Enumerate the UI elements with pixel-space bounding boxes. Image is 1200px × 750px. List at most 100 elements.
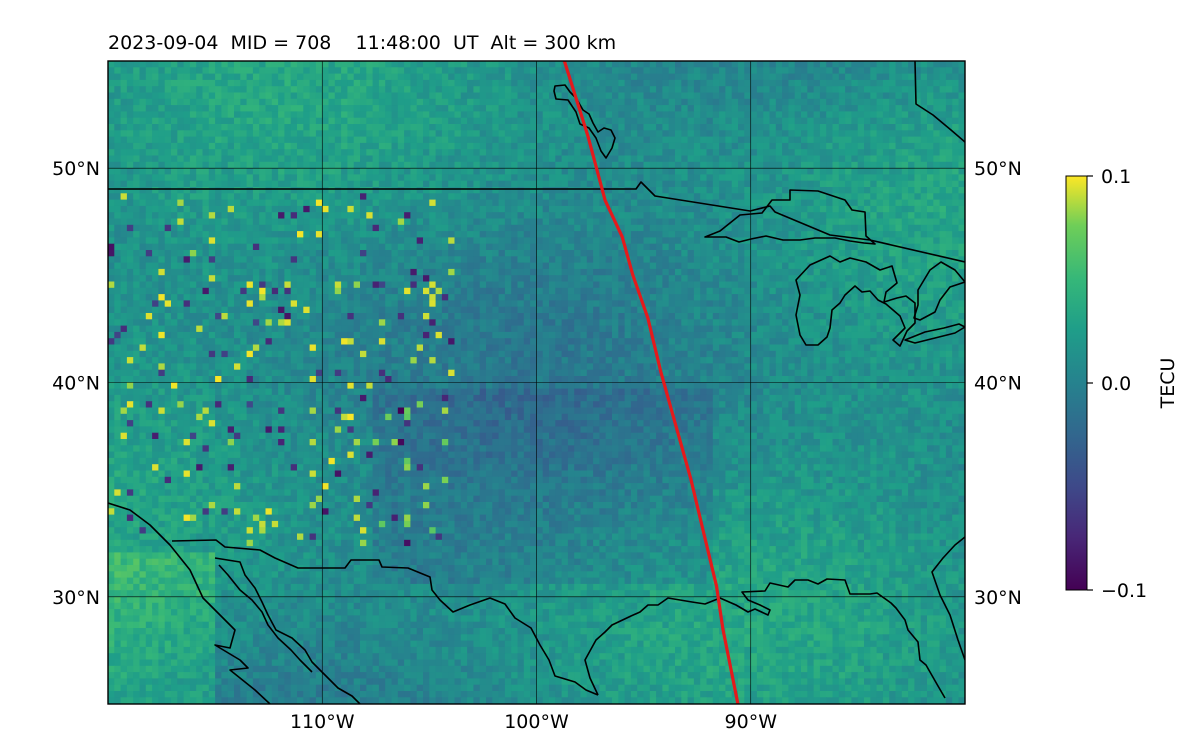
heatmap-cell: [108, 79, 115, 87]
heatmap-cell: [700, 92, 707, 100]
heatmap-cell: [423, 155, 430, 163]
heatmap-cell: [126, 275, 134, 282]
heatmap-cell: [536, 256, 544, 263]
heatmap-cell: [693, 174, 701, 182]
heatmap-cell: [303, 149, 310, 156]
heatmap-cell: [177, 136, 184, 144]
heatmap-cell: [133, 149, 140, 156]
heatmap-cell: [360, 92, 367, 100]
heatmap-cell: [309, 161, 317, 169]
heatmap-cell: [593, 262, 600, 270]
heatmap-cell: [920, 61, 928, 68]
heatmap-cell: [504, 168, 512, 175]
heatmap-cell: [429, 275, 436, 282]
heatmap-cell: [763, 67, 770, 74]
heatmap-cell: [700, 281, 707, 289]
heatmap-cell: [807, 174, 814, 182]
heatmap-cell: [555, 187, 562, 194]
heatmap-cell: [309, 287, 317, 295]
heatmap-cell: [838, 268, 846, 276]
heatmap-cell: [385, 61, 392, 68]
heatmap-cell: [681, 250, 688, 257]
heatmap-cell: [530, 161, 537, 169]
heatmap-cell: [580, 212, 588, 219]
heatmap-cell: [675, 130, 682, 137]
heatmap-cell: [334, 250, 342, 257]
heatmap-cell: [939, 105, 947, 112]
heatmap-cell: [334, 262, 342, 270]
heatmap-cell: [681, 275, 688, 282]
heatmap-cell: [939, 86, 947, 93]
heatmap-cell: [177, 250, 184, 257]
heatmap-cell: [668, 243, 676, 251]
heatmap-cell: [120, 250, 128, 257]
heatmap-cell: [467, 237, 474, 245]
heatmap-cell: [901, 180, 909, 188]
heatmap-cell: [542, 281, 550, 289]
heatmap-cell: [246, 180, 254, 188]
heatmap-cell: [605, 161, 613, 169]
heatmap-cell: [750, 155, 758, 163]
heatmap-cell: [517, 117, 525, 125]
heatmap-cell: [498, 124, 506, 131]
heatmap-cell: [259, 111, 266, 119]
heatmap-cell: [612, 205, 619, 213]
heatmap-cell: [517, 212, 525, 219]
heatmap-cell: [511, 218, 518, 226]
heatmap-cell: [196, 67, 203, 74]
heatmap-cell: [234, 237, 241, 245]
heatmap-cell: [448, 105, 455, 112]
heatmap-cell: [637, 124, 644, 131]
heatmap-cell: [441, 231, 449, 238]
heatmap-cell: [240, 105, 247, 112]
heatmap-cell: [202, 117, 210, 125]
heatmap-cell: [171, 92, 178, 100]
heatmap-cell: [341, 193, 348, 200]
heatmap-cell: [309, 250, 317, 257]
heatmap-cell: [429, 92, 436, 100]
heatmap-cell: [252, 250, 260, 257]
heatmap-cell: [473, 193, 481, 200]
heatmap-cell: [441, 218, 449, 226]
heatmap-cell: [523, 86, 531, 93]
heatmap-cell: [152, 92, 159, 100]
heatmap-cell: [542, 250, 550, 257]
heatmap-cell: [322, 268, 329, 276]
heatmap-cell: [656, 142, 663, 150]
heatmap-cell: [719, 168, 726, 175]
heatmap-cell: [832, 111, 840, 119]
heatmap-cell: [870, 218, 877, 226]
heatmap-cell: [423, 67, 430, 74]
heatmap-cell: [511, 199, 518, 207]
heatmap-cell: [530, 79, 537, 87]
heatmap-cell: [246, 161, 254, 169]
heatmap-cell: [687, 218, 695, 226]
heatmap-cell: [958, 205, 965, 213]
heatmap-cell: [945, 155, 953, 163]
heatmap-cell: [876, 281, 884, 289]
heatmap-cell: [259, 136, 266, 144]
heatmap-cell: [126, 199, 134, 207]
heatmap-cell: [315, 237, 323, 245]
heatmap-cell: [593, 142, 600, 150]
heatmap-cell: [158, 199, 166, 207]
heatmap-cell: [920, 79, 928, 87]
heatmap-cell: [208, 86, 216, 93]
heatmap-cell: [315, 180, 323, 188]
heatmap-cell: [775, 262, 783, 270]
heatmap-cell: [120, 187, 128, 194]
heatmap-cell: [297, 98, 304, 106]
heatmap-cell: [731, 92, 739, 100]
heatmap-cell: [334, 111, 342, 119]
heatmap-cell: [580, 73, 588, 81]
heatmap-cell: [649, 168, 657, 175]
heatmap-cell: [851, 136, 859, 144]
heatmap-cell: [725, 187, 733, 194]
heatmap-cell: [964, 193, 965, 200]
heatmap-cell: [152, 79, 159, 87]
heatmap-cell: [725, 205, 733, 213]
heatmap-cell: [435, 105, 443, 112]
heatmap-cell: [656, 61, 663, 68]
heatmap-cell: [889, 231, 896, 238]
heatmap-cell: [920, 174, 928, 182]
